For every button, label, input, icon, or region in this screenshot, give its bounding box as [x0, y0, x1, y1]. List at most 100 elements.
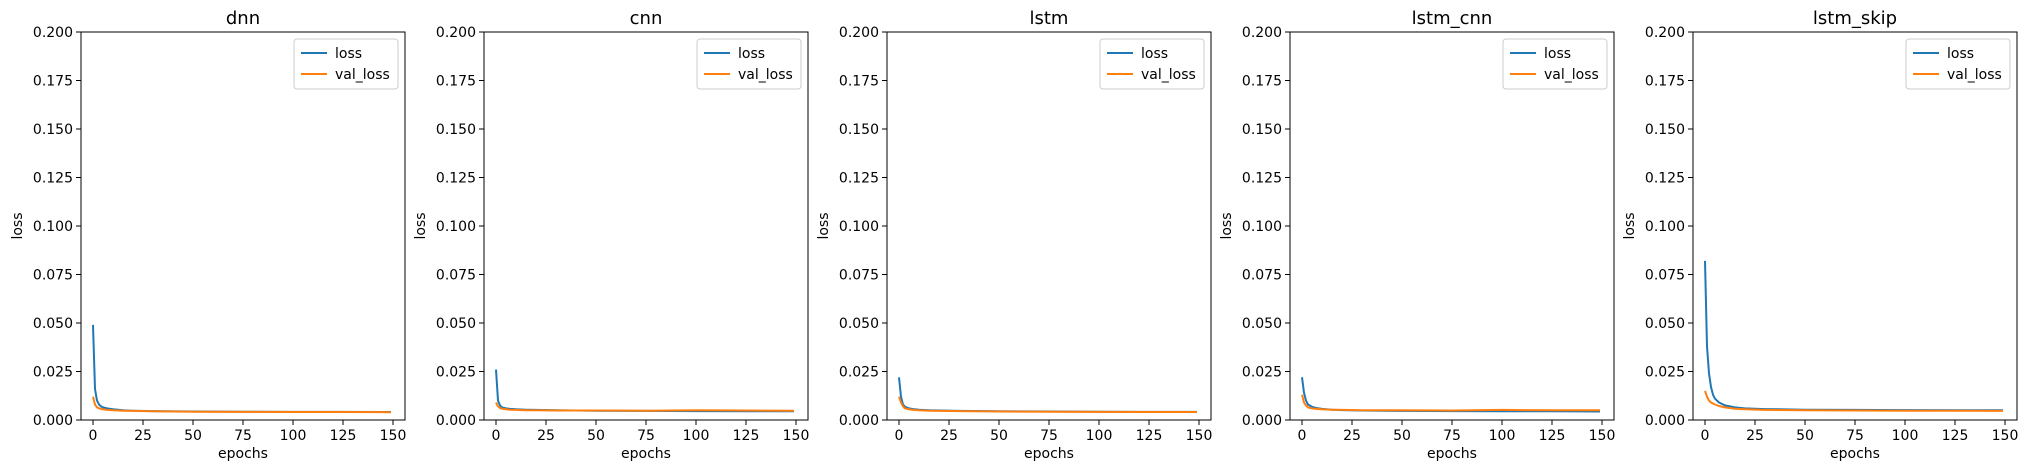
y-tick-label: 0.125 [436, 171, 476, 187]
y-tick-label: 0.050 [839, 316, 879, 332]
y-tick-label: 0.075 [33, 268, 73, 284]
legend-label: val_loss [738, 67, 793, 83]
y-axis-label: loss [1219, 212, 1235, 239]
x-tick-label: 0 [492, 428, 501, 444]
legend-box [293, 38, 399, 90]
x-tick-label: 75 [1846, 428, 1864, 444]
legend-box [1905, 38, 2011, 90]
legend-label: val_loss [335, 67, 390, 83]
legend-label: loss [738, 46, 765, 62]
series-line-val_loss [898, 396, 1197, 413]
chart-title: lstm_skip [1813, 8, 1897, 29]
y-tick-label: 0.025 [1645, 365, 1685, 381]
y-axis-label: loss [816, 212, 832, 239]
axes-frame [886, 31, 1212, 421]
series-line-loss [92, 324, 392, 413]
y-tick-label: 0.175 [1242, 74, 1282, 90]
axes-frame [1289, 31, 1615, 421]
series-line-loss [1704, 260, 2003, 412]
x-tick-label: 100 [1489, 428, 1516, 444]
x-tick-label: 25 [134, 428, 152, 444]
y-tick-label: 0.075 [1242, 268, 1282, 284]
legend-label: val_loss [1544, 67, 1599, 83]
y-tick-label: 0.025 [839, 365, 879, 381]
x-tick-label: 50 [184, 428, 202, 444]
x-tick-label: 25 [940, 428, 958, 444]
x-axis-label: epochs [1830, 446, 1880, 462]
series-line-val_loss [1301, 394, 1600, 412]
legend: loss val_loss [696, 38, 802, 90]
subplot-dnn: dnn 0.000 0.025 0.050 0.075 0.100 0.125 0.150 0.… [10, 8, 406, 462]
series-line-val_loss [1704, 390, 2004, 412]
x-tick-label: 100 [1086, 428, 1113, 444]
y-tick-label: 0.000 [33, 413, 73, 429]
x-tick-label: 75 [637, 428, 655, 444]
x-tick-label: 75 [1443, 428, 1461, 444]
legend: loss val_loss [293, 38, 399, 90]
legend-label: loss [1544, 46, 1571, 62]
x-tick-label: 50 [990, 428, 1008, 444]
series-line-val_loss [92, 396, 392, 414]
subplot-lstm_cnn: lstm_cnn 0.000 0.025 0.050 0.075 0.100 0.125 0.… [1219, 8, 1615, 462]
subplot-lstm_skip: lstm_skip 0.000 0.025 0.050 0.075 0.100 0.125 0… [1622, 8, 2018, 462]
x-tick-label: 125 [733, 428, 760, 444]
x-tick-label: 150 [1186, 428, 1213, 444]
x-tick-label: 100 [280, 428, 307, 444]
axes-frame [80, 31, 406, 421]
y-tick-label: 0.150 [33, 122, 73, 138]
legend-label: loss [1141, 46, 1168, 62]
y-tick-label: 0.175 [436, 74, 476, 90]
chart-title: lstm_cnn [1412, 8, 1493, 29]
x-axis-label: epochs [1024, 446, 1074, 462]
x-tick-label: 0 [895, 428, 904, 444]
series-line-loss [1301, 377, 1601, 413]
y-tick-label: 0.100 [33, 219, 73, 235]
y-tick-label: 0.150 [436, 122, 476, 138]
y-tick-label: 0.050 [33, 316, 73, 332]
series-line-val_loss [495, 402, 795, 412]
y-tick-label: 0.025 [1242, 365, 1282, 381]
y-tick-label: 0.200 [436, 25, 476, 41]
y-tick-label: 0.150 [1242, 122, 1282, 138]
legend: loss val_loss [1905, 38, 2011, 90]
x-tick-label: 50 [1796, 428, 1814, 444]
x-tick-label: 125 [1136, 428, 1163, 444]
y-tick-label: 0.125 [1645, 171, 1685, 187]
x-tick-label: 25 [1746, 428, 1764, 444]
y-tick-label: 0.175 [839, 74, 879, 90]
x-tick-label: 25 [1343, 428, 1361, 444]
subplot-cnn: cnn 0.000 0.025 0.050 0.075 0.100 0.125 0.150 0.… [413, 8, 809, 462]
axes-frame [1692, 31, 2018, 421]
y-tick-label: 0.075 [839, 268, 879, 284]
legend-label: val_loss [1947, 67, 2002, 83]
x-tick-label: 0 [89, 428, 98, 444]
x-tick-label: 100 [683, 428, 710, 444]
legend: loss val_loss [1099, 38, 1205, 90]
y-tick-label: 0.100 [839, 219, 879, 235]
y-axis-label: loss [10, 212, 26, 239]
y-tick-label: 0.125 [839, 171, 879, 187]
legend-box [1502, 38, 1608, 90]
x-tick-label: 75 [1040, 428, 1058, 444]
chart-title: cnn [630, 8, 663, 29]
series-line-loss [495, 369, 794, 413]
y-tick-label: 0.200 [33, 25, 73, 41]
x-tick-label: 25 [537, 428, 555, 444]
y-axis-label: loss [1622, 212, 1638, 239]
x-tick-label: 50 [1393, 428, 1411, 444]
legend-box [696, 38, 802, 90]
legend-label: loss [335, 46, 362, 62]
y-tick-label: 0.175 [1645, 74, 1685, 90]
y-tick-label: 0.100 [1645, 219, 1685, 235]
x-axis-label: epochs [1427, 446, 1477, 462]
x-tick-label: 125 [1942, 428, 1969, 444]
x-tick-label: 125 [330, 428, 357, 444]
y-tick-label: 0.150 [1645, 122, 1685, 138]
x-tick-label: 150 [380, 428, 407, 444]
x-axis-label: epochs [621, 446, 671, 462]
chart-title: lstm [1030, 8, 1069, 29]
x-tick-label: 150 [783, 428, 810, 444]
x-tick-label: 50 [587, 428, 605, 444]
y-tick-label: 0.150 [839, 122, 879, 138]
y-tick-label: 0.000 [1242, 413, 1282, 429]
